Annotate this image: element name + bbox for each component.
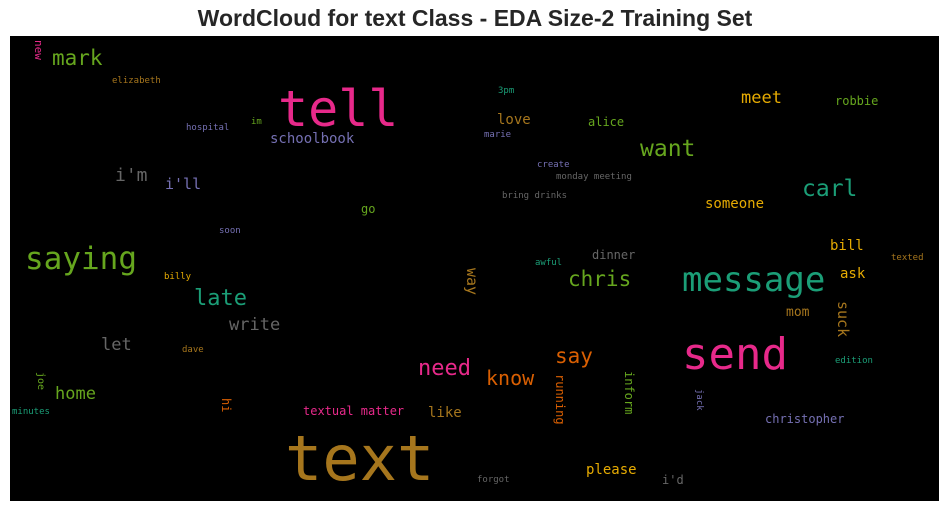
word-marie: marie [484,130,512,140]
word-alice: alice [588,115,625,129]
word-text: text [285,422,435,495]
word-saying: saying [25,241,137,277]
word-joe: joe [35,372,46,391]
word-home: home [55,384,96,404]
word-inform: inform [622,371,636,415]
word-bring-drinks: bring drinks [502,191,568,201]
word-textual-matter: textual matter [303,404,405,418]
word-like: like [428,405,462,421]
word-someone: someone [705,196,765,212]
word-send: send [682,329,788,380]
word-new: new [32,40,45,60]
word-running: running [553,374,567,425]
word-monday-meeting: monday meeting [556,172,632,182]
word-late: late [194,286,247,311]
word-tell: tell [278,80,399,138]
word-carl: carl [802,176,858,202]
word-know: know [486,366,535,390]
word-chris: chris [568,267,632,291]
word-billy: billy [164,272,192,282]
word-message: message [682,260,826,300]
word-mom: mom [786,305,810,320]
word-bill: bill [830,238,864,254]
word-robbie: robbie [835,94,879,108]
word-jack: jack [694,389,704,411]
word-elizabeth: elizabeth [112,76,161,86]
word-please: please [586,462,637,478]
word-love: love [497,112,531,128]
word-forgot: forgot [477,475,510,485]
word-need: need [418,356,471,381]
word-let: let [101,335,132,355]
word-dinner: dinner [592,248,636,262]
word-meet: meet [741,88,782,108]
word-soon: soon [219,226,241,236]
chart-title: WordCloud for text Class - EDA Size-2 Tr… [197,5,753,31]
word-way: way [463,268,481,296]
word-i-d: i'd [662,473,684,487]
word-awful: awful [535,258,563,268]
word-go: go [361,202,376,216]
word-create: create [537,160,570,170]
word-hospital: hospital [186,123,230,133]
word-hi: hi [219,398,233,413]
word-i-ll: i'll [165,175,202,193]
word-ask: ask [840,266,866,282]
word-say: say [555,344,593,368]
word-write: write [229,315,281,335]
word-want: want [640,136,696,162]
word-dave: dave [182,345,204,355]
word-minutes: minutes [12,407,50,417]
word-texted: texted [891,253,924,263]
word-i-m: i'm [115,165,148,186]
word-3pm: 3pm [498,86,515,96]
wordcloud-canvas: text tell send message saying want carl late nee… [10,36,939,501]
word-edition: edition [835,356,873,366]
word-schoolbook: schoolbook [270,131,355,147]
word-suck: suck [834,301,852,338]
word-mark: mark [52,46,103,70]
word-im: im [251,117,262,127]
word-christopher: christopher [765,412,845,426]
